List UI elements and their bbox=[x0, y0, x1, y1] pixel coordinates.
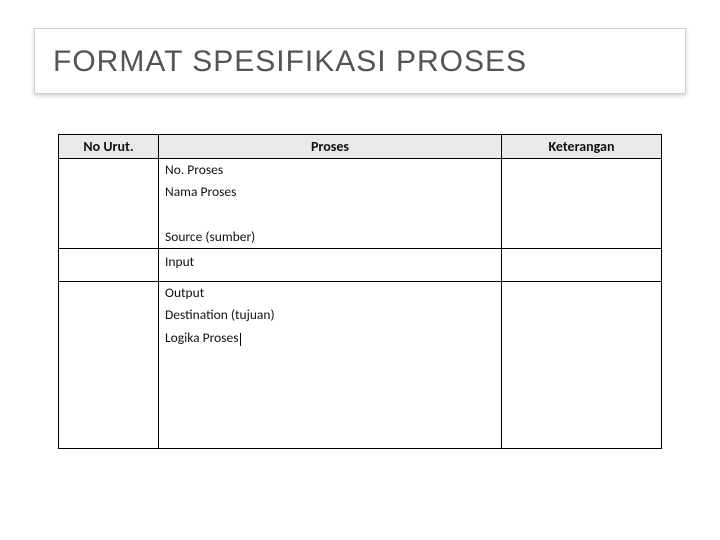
cell-logika: Logika Proses bbox=[159, 327, 502, 349]
slide: FORMAT SPESIFIKASI PROSES No Urut. Prose… bbox=[0, 0, 720, 540]
cell-empty bbox=[502, 282, 662, 305]
table-row: Nama Proses bbox=[59, 181, 662, 203]
cell-empty bbox=[59, 304, 159, 326]
spec-table: No Urut. Proses Keterangan No. Proses Na… bbox=[58, 134, 662, 449]
cell-source: Source (sumber) bbox=[159, 226, 502, 249]
cell-nama-proses: Nama Proses bbox=[159, 181, 502, 203]
cell-empty bbox=[502, 181, 662, 203]
cell-logika-text: Logika Proses bbox=[165, 329, 241, 346]
header-keterangan: Keterangan bbox=[502, 135, 662, 159]
cell-empty bbox=[59, 248, 159, 281]
cell-empty bbox=[502, 304, 662, 326]
title-card: FORMAT SPESIFIKASI PROSES bbox=[34, 28, 686, 94]
cell-empty bbox=[502, 349, 662, 449]
header-no-urut: No Urut. bbox=[59, 135, 159, 159]
slide-title: FORMAT SPESIFIKASI PROSES bbox=[53, 45, 667, 79]
table-row: Output bbox=[59, 282, 662, 305]
cell-destination: Destination (tujuan) bbox=[159, 304, 502, 326]
table-row: Destination (tujuan) bbox=[59, 304, 662, 326]
cell-empty bbox=[59, 159, 159, 182]
cell-empty bbox=[59, 349, 159, 449]
cell-empty bbox=[59, 327, 159, 349]
cell-empty bbox=[502, 248, 662, 281]
table-header-row: No Urut. Proses Keterangan bbox=[59, 135, 662, 159]
table-row: Input bbox=[59, 248, 662, 281]
table-row: No. Proses bbox=[59, 159, 662, 182]
cell-empty bbox=[159, 349, 502, 449]
cell-empty bbox=[502, 159, 662, 182]
table-row bbox=[59, 203, 662, 225]
cell-spacer bbox=[159, 203, 502, 225]
cell-empty bbox=[59, 226, 159, 249]
cell-input: Input bbox=[159, 248, 502, 281]
cell-empty bbox=[59, 282, 159, 305]
cell-empty bbox=[502, 203, 662, 225]
table-row: Logika Proses bbox=[59, 327, 662, 349]
cell-empty bbox=[59, 181, 159, 203]
cell-empty bbox=[502, 327, 662, 349]
header-proses: Proses bbox=[159, 135, 502, 159]
cell-no-proses: No. Proses bbox=[159, 159, 502, 182]
cell-empty bbox=[59, 203, 159, 225]
cell-empty bbox=[502, 226, 662, 249]
cell-output: Output bbox=[159, 282, 502, 305]
table-row: Source (sumber) bbox=[59, 226, 662, 249]
table-row bbox=[59, 349, 662, 449]
